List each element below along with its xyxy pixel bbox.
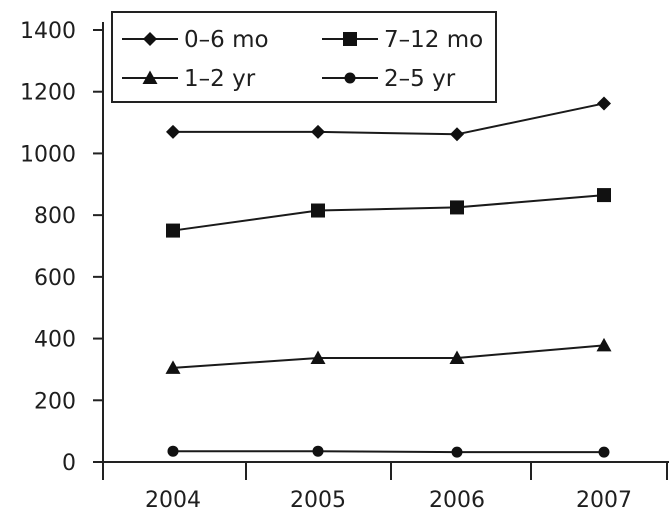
legend-diamond-marker xyxy=(143,32,157,46)
square-marker xyxy=(597,188,611,203)
x-tick-label: 2006 xyxy=(429,488,485,513)
diamond-marker xyxy=(311,124,325,139)
circle-marker xyxy=(312,445,324,457)
triangle-marker xyxy=(449,350,465,365)
series-line xyxy=(173,450,604,454)
legend-item: 0–6 mo xyxy=(122,27,269,53)
legend-item: 7–12 mo xyxy=(322,27,483,53)
square-marker xyxy=(166,223,180,238)
y-tick-label: 1000 xyxy=(20,142,76,167)
x-ticks: 2004 2005 2006 2007 xyxy=(102,462,668,513)
legend-items: 0–6 mo 1–2 yr 7–12 mo 2–5 yr xyxy=(122,27,483,92)
legend-square-marker xyxy=(343,32,357,46)
circle-marker xyxy=(451,446,463,458)
y-tick-label: 400 xyxy=(34,328,76,353)
y-tick-label: 0 xyxy=(62,451,76,476)
y-ticks: 0 200 400 600 800 1000 1200 1400 xyxy=(20,19,103,476)
diamond-marker xyxy=(450,127,464,142)
diamond-marker xyxy=(597,96,611,111)
legend-triangle-marker xyxy=(142,70,158,84)
triangle-marker xyxy=(310,350,326,365)
triangle-marker xyxy=(165,360,181,374)
legend-label: 7–12 mo xyxy=(384,27,483,53)
legend-circle-marker xyxy=(344,72,356,84)
circle-marker xyxy=(598,446,610,458)
diamond-marker xyxy=(166,124,180,139)
series-line xyxy=(172,194,605,232)
plot-series xyxy=(165,96,612,458)
legend: 0–6 mo 1–2 yr 7–12 mo 2–5 yr xyxy=(111,11,497,103)
y-tick-label: 600 xyxy=(34,266,76,291)
legend-item: 2–5 yr xyxy=(322,66,456,92)
square-marker xyxy=(311,203,325,218)
legend-item: 1–2 yr xyxy=(122,66,256,92)
x-tick-label: 2005 xyxy=(290,488,346,513)
circle-marker xyxy=(167,445,179,457)
legend-label: 2–5 yr xyxy=(384,66,456,92)
triangle-marker xyxy=(596,337,612,352)
series-line xyxy=(173,102,605,136)
series-diamond xyxy=(166,96,611,142)
series-triangle xyxy=(165,337,612,374)
legend-label: 1–2 yr xyxy=(184,66,256,92)
series-line xyxy=(172,344,605,369)
series-square xyxy=(166,188,611,238)
x-tick-label: 2004 xyxy=(145,488,201,513)
square-marker xyxy=(450,200,464,215)
legend-box xyxy=(111,11,497,103)
legend-label: 0–6 mo xyxy=(184,27,269,53)
y-tick-label: 1200 xyxy=(20,81,76,106)
series-circle xyxy=(167,445,610,458)
x-tick-label: 2007 xyxy=(576,488,632,513)
y-tick-label: 200 xyxy=(34,389,76,414)
y-tick-label: 800 xyxy=(34,204,76,229)
y-tick-label: 1400 xyxy=(20,19,76,44)
